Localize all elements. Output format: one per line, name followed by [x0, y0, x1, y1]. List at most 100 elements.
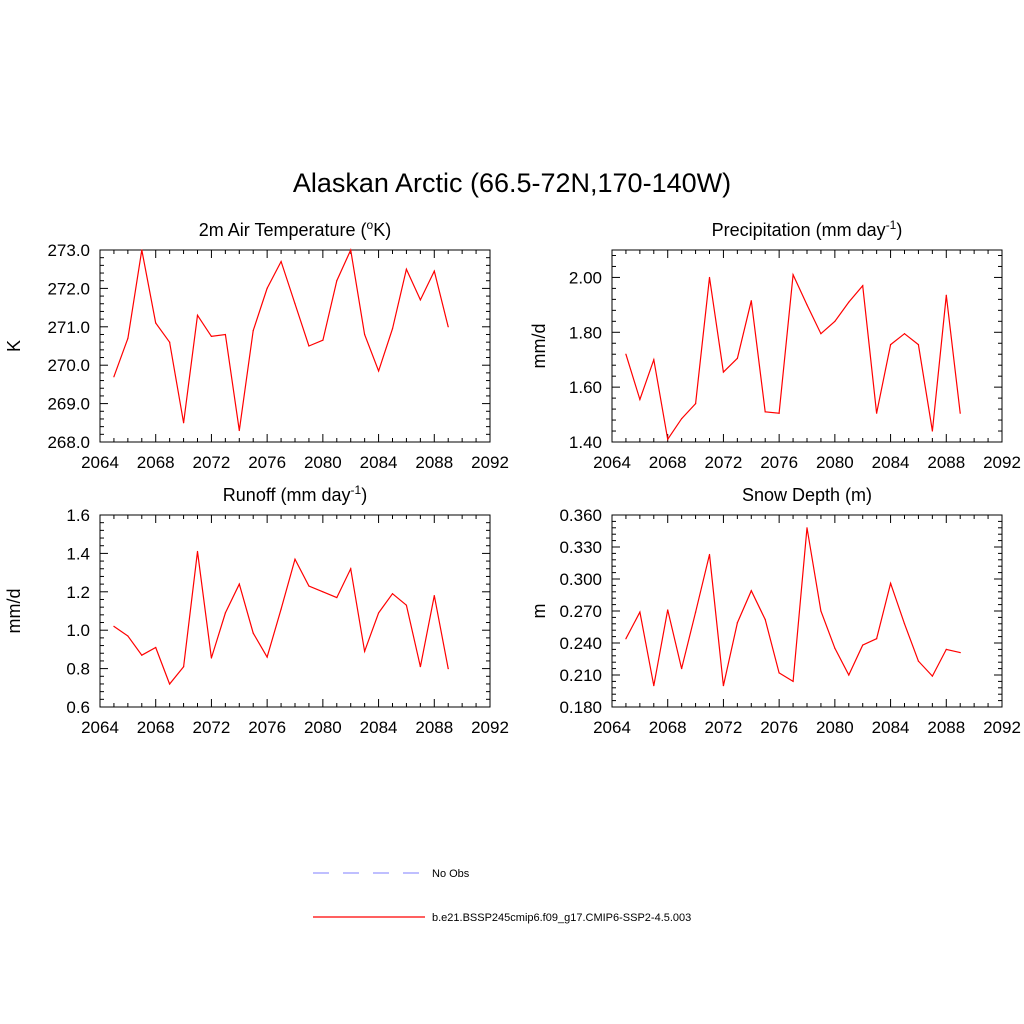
panel-title: Precipitation (mm day-1) — [712, 218, 903, 240]
data-point — [848, 674, 850, 676]
data-point — [708, 276, 711, 279]
data-point — [169, 341, 171, 343]
data-point — [266, 656, 268, 658]
data-point — [169, 683, 171, 685]
x-tick-label: 2088 — [927, 718, 965, 737]
data-point — [433, 595, 435, 597]
panel-title: Runoff (mm day-1) — [223, 483, 367, 505]
y-tick-label: 0.180 — [559, 698, 602, 717]
y-tick-label: 1.2 — [66, 583, 90, 602]
data-point — [667, 438, 669, 440]
data-point — [889, 344, 892, 346]
data-point — [182, 422, 185, 424]
y-tick-label: 1.40 — [569, 433, 602, 452]
data-point — [917, 660, 920, 662]
data-point — [336, 596, 338, 599]
x-tick-label: 2064 — [81, 718, 119, 737]
y-axis-label: m — [529, 604, 549, 619]
x-tick-label: 2068 — [649, 453, 687, 472]
panel-title-main: Precipitation (mm day — [712, 220, 886, 240]
data-point — [876, 638, 878, 640]
data-point — [141, 654, 143, 656]
data-point — [377, 612, 380, 614]
x-tick-label: 2080 — [304, 718, 342, 737]
panel-title-end: ) — [896, 220, 902, 240]
data-point — [625, 638, 627, 640]
data-point — [252, 330, 254, 332]
x-tick-label: 2064 — [593, 453, 631, 472]
data-point — [722, 371, 725, 373]
x-tick-label: 2072 — [705, 453, 743, 472]
data-point — [391, 593, 394, 595]
data-point — [945, 648, 947, 651]
data-point — [447, 668, 449, 670]
y-tick-label: 0.8 — [66, 660, 90, 679]
data-point — [196, 314, 199, 316]
y-tick-label: 1.4 — [66, 544, 90, 563]
data-point — [155, 646, 157, 649]
y-tick-label: 0.270 — [559, 602, 602, 621]
x-tick-label: 2072 — [705, 718, 743, 737]
data-point — [931, 675, 933, 677]
data-point — [224, 333, 226, 336]
data-point — [653, 359, 655, 361]
data-point — [238, 429, 240, 432]
data-point — [750, 300, 752, 302]
data-point — [917, 344, 920, 346]
y-tick-label: 0.210 — [559, 666, 602, 685]
data-point — [945, 294, 947, 296]
data-point — [722, 685, 725, 687]
y-tick-label: 2.00 — [569, 268, 602, 287]
data-point — [681, 418, 683, 420]
x-tick-label: 2076 — [248, 718, 286, 737]
x-tick-label: 2080 — [816, 718, 854, 737]
data-point — [405, 604, 408, 606]
x-tick-label: 2088 — [415, 453, 453, 472]
x-tick-label: 2084 — [360, 718, 398, 737]
panel-2: 2064 2068 2072 2076 2080 2084 2088 2092 1.40 1.60… — [529, 218, 1021, 472]
data-point — [806, 527, 808, 529]
data-point — [127, 337, 129, 339]
data-point — [391, 328, 394, 330]
legend: No Obs b.e21.BSSP245cmip6.f09_g17.CMIP6-S… — [313, 868, 691, 924]
y-tick-label: 0.360 — [559, 506, 602, 525]
data-point — [405, 268, 408, 270]
figure-title: Alaskan Arctic (66.5-72N,170-140W) — [292, 168, 732, 198]
data-point — [447, 326, 449, 328]
data-point — [876, 412, 878, 414]
y-axis-label: K — [4, 340, 24, 352]
x-tick-label: 2076 — [248, 453, 286, 472]
series-line — [113, 247, 449, 431]
y-tick-label: 0.240 — [559, 634, 602, 653]
panel-1: 2064 2068 2072 2076 2080 2084 2088 2092 268.0 269… — [4, 218, 509, 472]
data-point — [834, 320, 836, 322]
plot-frame — [99, 249, 491, 443]
panel-title-end: ) — [361, 485, 367, 505]
data-point — [903, 623, 906, 625]
data-point — [350, 568, 352, 570]
x-tick-label: 2064 — [81, 453, 119, 472]
data-point — [224, 612, 226, 614]
data-point — [336, 280, 338, 282]
data-point — [364, 650, 366, 652]
panel-4: 2064 2068 2072 2076 2080 2084 2088 2092 0.180 0.2… — [529, 485, 1021, 737]
x-tick-label: 2072 — [193, 453, 231, 472]
series-line — [625, 272, 961, 441]
y-tick-label: 1.6 — [66, 506, 90, 525]
data-point — [238, 583, 240, 585]
x-tick-label: 2068 — [137, 718, 175, 737]
x-tick-label: 2092 — [471, 453, 509, 472]
data-point — [694, 611, 697, 613]
data-point — [294, 303, 296, 305]
panel-3: 2064 2068 2072 2076 2080 2084 2088 2092 0.6 0.8 1.… — [4, 483, 509, 737]
data-point — [764, 411, 766, 413]
y-tick-label: 268.0 — [47, 433, 90, 452]
data-point — [252, 632, 254, 634]
panel-title-superscript: -1 — [886, 218, 897, 232]
x-tick-label: 2064 — [593, 718, 631, 737]
data-point — [681, 668, 683, 670]
x-tick-label: 2080 — [304, 453, 342, 472]
data-point — [113, 625, 115, 627]
panel-title-superscript: o — [367, 218, 374, 232]
data-point — [708, 553, 711, 556]
